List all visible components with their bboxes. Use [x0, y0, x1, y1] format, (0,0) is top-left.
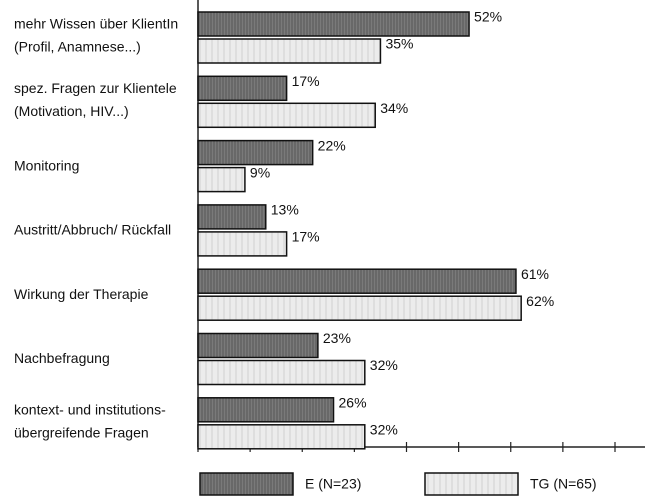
category-label: übergreifende Fragen: [14, 425, 149, 441]
category-label: Wirkung der Therapie: [14, 286, 149, 302]
legend-label: E (N=23): [305, 476, 361, 492]
bar: [197, 397, 335, 423]
bar: [197, 11, 470, 37]
legend-swatch: [424, 472, 519, 496]
legend-label: TG (N=65): [530, 476, 597, 492]
value-label: 35%: [385, 36, 413, 52]
bar: [197, 231, 288, 257]
bar: [197, 102, 376, 129]
bar: [197, 268, 517, 294]
category-label: kontext- und institutions-: [14, 402, 166, 418]
value-label: 23%: [323, 330, 351, 346]
value-label: 32%: [370, 422, 398, 438]
bar: [197, 332, 319, 359]
bar: [197, 38, 382, 64]
value-label: 17%: [292, 73, 320, 89]
value-label: 62%: [526, 293, 554, 309]
bar: [197, 139, 314, 166]
category-label: Monitoring: [14, 157, 79, 173]
value-label: 13%: [271, 202, 299, 218]
category-label: Nachbefragung: [14, 350, 110, 366]
bar: [197, 166, 246, 193]
value-label: 26%: [339, 395, 367, 411]
value-label: 52%: [474, 9, 502, 25]
bar: [197, 424, 366, 450]
category-label: spez. Fragen zur Klientele: [14, 80, 177, 96]
bar: [197, 359, 366, 386]
bar: [197, 295, 522, 321]
category-label: (Profil, Anamnese...): [14, 39, 141, 55]
bar: [197, 204, 267, 230]
bar: [197, 75, 288, 102]
category-label: (Motivation, HIV...): [14, 103, 129, 119]
value-label: 32%: [370, 357, 398, 373]
value-label: 61%: [521, 266, 549, 282]
legend-swatch: [199, 472, 294, 496]
value-label: 9%: [250, 164, 270, 180]
value-label: 22%: [318, 137, 346, 153]
value-label: 17%: [292, 229, 320, 245]
value-label: 34%: [380, 100, 408, 116]
category-label: mehr Wissen über KlientIn: [14, 16, 178, 32]
category-label: Austritt/Abbruch/ Rückfall: [14, 222, 171, 238]
